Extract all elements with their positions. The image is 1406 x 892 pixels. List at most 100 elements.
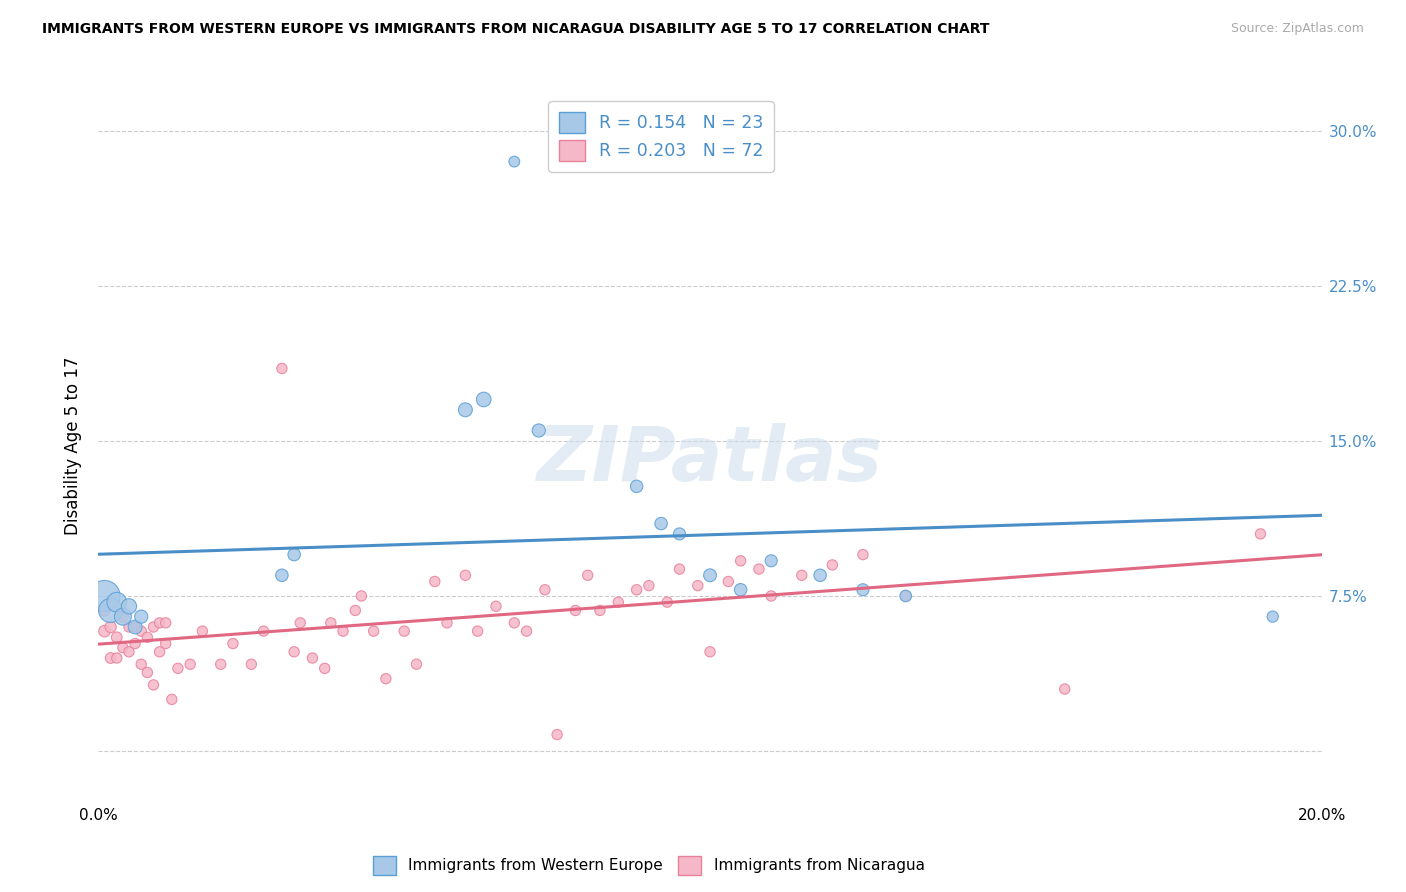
Point [626,582,648,597]
Point [100,651,122,665]
Point [129,657,152,672]
Point [576,568,599,582]
Point [626,479,648,493]
Point [668,527,690,541]
Point [93,603,115,617]
Point [503,615,526,630]
Y-axis label: Disability Age 5 to 17: Disability Age 5 to 17 [65,357,83,535]
Point [821,558,844,572]
Point [607,595,630,609]
Point [894,589,917,603]
Point [191,624,214,639]
Point [363,624,385,639]
Point [136,630,159,644]
Point [485,599,508,614]
Point [699,568,721,582]
Point [1053,681,1076,696]
Point [730,554,752,568]
Point [527,424,550,438]
Point [105,595,128,609]
Point [118,645,141,659]
Point [118,620,141,634]
Point [436,615,458,630]
Point [283,548,305,562]
Point [748,562,770,576]
Point [454,402,477,417]
Legend: Immigrants from Western Europe, Immigrants from Nicaragua: Immigrants from Western Europe, Immigran… [367,850,931,880]
Point [118,599,141,614]
Point [1261,609,1284,624]
Point [142,678,165,692]
Point [149,645,172,659]
Point [124,620,146,634]
Point [124,636,146,650]
Point [209,657,232,672]
Point [105,651,128,665]
Point [129,609,152,624]
Point [852,582,875,597]
Point [93,589,115,603]
Point [467,624,489,639]
Point [270,361,292,376]
Point [155,636,177,650]
Point [100,603,122,617]
Point [503,154,526,169]
Point [344,603,367,617]
Point [759,554,782,568]
Text: Source: ZipAtlas.com: Source: ZipAtlas.com [1230,22,1364,36]
Point [129,624,152,639]
Point [699,645,721,659]
Point [124,620,146,634]
Point [454,568,477,582]
Point [100,620,122,634]
Point [290,615,312,630]
Point [808,568,831,582]
Point [283,645,305,659]
Point [759,589,782,603]
Point [270,568,292,582]
Point [790,568,813,582]
Point [374,672,396,686]
Point [142,620,165,634]
Point [564,603,586,617]
Point [105,630,128,644]
Point [301,651,323,665]
Point [252,624,274,639]
Point [717,574,740,589]
Point [589,603,612,617]
Point [546,727,568,741]
Point [534,582,557,597]
Point [852,548,875,562]
Point [650,516,672,531]
Point [405,657,427,672]
Text: ZIPatlas: ZIPatlas [537,424,883,497]
Point [686,579,709,593]
Point [149,615,172,630]
Point [111,640,134,655]
Point [136,665,159,680]
Point [179,657,201,672]
Point [516,624,538,639]
Point [167,661,190,675]
Point [93,624,115,639]
Point [222,636,245,650]
Point [155,615,177,630]
Point [319,615,342,630]
Point [111,609,134,624]
Point [668,562,690,576]
Point [730,582,752,597]
Point [637,579,661,593]
Point [423,574,446,589]
Point [332,624,354,639]
Point [314,661,336,675]
Point [894,589,917,603]
Point [472,392,495,407]
Point [240,657,263,672]
Text: IMMIGRANTS FROM WESTERN EUROPE VS IMMIGRANTS FROM NICARAGUA DISABILITY AGE 5 TO : IMMIGRANTS FROM WESTERN EUROPE VS IMMIGR… [42,22,990,37]
Point [657,595,679,609]
Point [1249,527,1271,541]
Point [392,624,416,639]
Point [350,589,373,603]
Point [111,609,134,624]
Point [160,692,183,706]
